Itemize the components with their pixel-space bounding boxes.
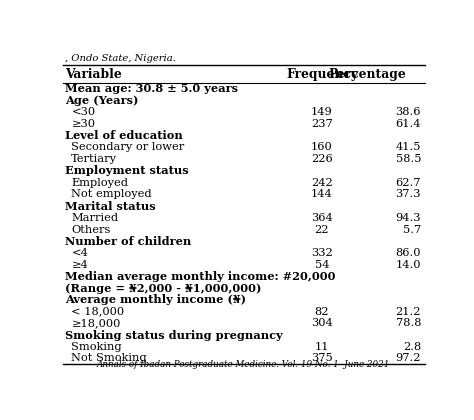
Text: Median average monthly income: #20,000: Median average monthly income: #20,000: [65, 271, 335, 282]
Text: Married: Married: [72, 213, 118, 223]
Text: 332: 332: [311, 248, 333, 258]
Text: 226: 226: [311, 154, 333, 164]
Text: 364: 364: [311, 213, 333, 223]
Text: Smoking: Smoking: [72, 342, 122, 352]
Text: Not Smoking: Not Smoking: [72, 354, 147, 363]
Text: 37.3: 37.3: [396, 189, 421, 200]
Text: 5.7: 5.7: [403, 225, 421, 234]
Text: 86.0: 86.0: [396, 248, 421, 258]
Text: ≥18,000: ≥18,000: [72, 318, 121, 328]
Text: 242: 242: [311, 178, 333, 188]
Text: Number of children: Number of children: [65, 236, 191, 247]
Text: 58.5: 58.5: [396, 154, 421, 164]
Text: Marital status: Marital status: [65, 201, 155, 212]
Text: Frequency: Frequency: [286, 68, 358, 81]
Text: Employment status: Employment status: [65, 165, 188, 176]
Text: 22: 22: [315, 225, 329, 234]
Text: Annals of Ibadan Postgraduate Medicine. Vol. 19 No. 1  June 2021: Annals of Ibadan Postgraduate Medicine. …: [96, 360, 390, 369]
Text: <4: <4: [72, 248, 88, 258]
Text: Percentage: Percentage: [328, 68, 406, 81]
Text: Average monthly income (₦): Average monthly income (₦): [65, 294, 246, 305]
Text: 38.6: 38.6: [396, 107, 421, 117]
Text: Secondary or lower: Secondary or lower: [72, 142, 184, 152]
Text: Level of education: Level of education: [65, 130, 182, 141]
Text: 149: 149: [311, 107, 333, 117]
Text: Smoking status during pregnancy: Smoking status during pregnancy: [65, 330, 283, 341]
Text: 94.3: 94.3: [396, 213, 421, 223]
Text: 11: 11: [315, 342, 329, 352]
Text: Not employed: Not employed: [72, 189, 152, 200]
Text: 82: 82: [315, 307, 329, 317]
Text: Age (Years): Age (Years): [65, 95, 138, 106]
Text: 304: 304: [311, 318, 333, 328]
Text: 2.8: 2.8: [403, 342, 421, 352]
Text: 41.5: 41.5: [396, 142, 421, 152]
Text: ≥4: ≥4: [72, 260, 88, 270]
Text: 54: 54: [315, 260, 329, 270]
Text: ≥30: ≥30: [72, 119, 95, 129]
Text: 97.2: 97.2: [396, 354, 421, 363]
Text: 78.8: 78.8: [396, 318, 421, 328]
Text: 160: 160: [311, 142, 333, 152]
Text: 61.4: 61.4: [396, 119, 421, 129]
Text: 14.0: 14.0: [396, 260, 421, 270]
Text: 375: 375: [311, 354, 333, 363]
Text: 144: 144: [311, 189, 333, 200]
Text: , Ondo State, Nigeria.: , Ondo State, Nigeria.: [65, 54, 176, 63]
Text: 21.2: 21.2: [396, 307, 421, 317]
Text: (Range = ₦2,000 - ₦1,000,000): (Range = ₦2,000 - ₦1,000,000): [65, 283, 261, 294]
Text: 237: 237: [311, 119, 333, 129]
Text: Employed: Employed: [72, 178, 128, 188]
Text: Mean age: 30.8 ± 5.0 years: Mean age: 30.8 ± 5.0 years: [65, 83, 238, 95]
Text: < 18,000: < 18,000: [72, 307, 125, 317]
Text: Tertiary: Tertiary: [72, 154, 118, 164]
Text: Others: Others: [72, 225, 111, 234]
Text: Variable: Variable: [65, 68, 121, 81]
Text: <30: <30: [72, 107, 95, 117]
Text: 62.7: 62.7: [396, 178, 421, 188]
